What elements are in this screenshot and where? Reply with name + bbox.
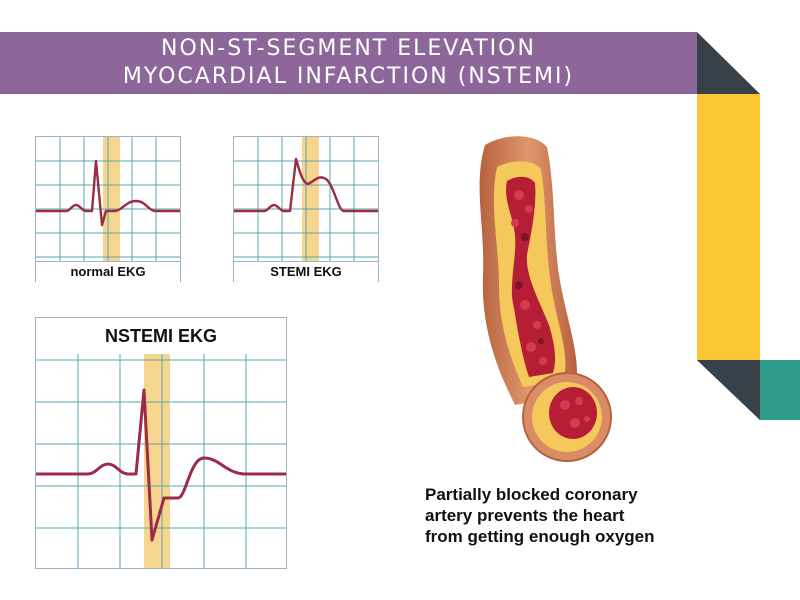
caption-line-2: artery prevents the heart [425,506,625,525]
blood-cells [511,190,547,365]
artery-caption: Partially blocked coronary artery preven… [425,484,755,547]
blood-cells-dark [515,233,544,344]
caption-line-1: Partially blocked coronary [425,485,638,504]
normal-ekg-panel: normal EKG [35,136,181,282]
artery-blood-lumen [506,176,556,377]
ribbon-dark-top [697,32,760,108]
artery-cross-section-lumen [549,387,597,439]
title-banner [0,32,697,94]
caption-line-3: from getting enough oxygen [425,527,655,546]
stemi-ekg-chart [234,137,378,281]
stemi-grid [234,137,378,281]
nstemi-ekg-chart [36,318,286,568]
ribbon-dark-bottom-fold [697,360,760,420]
stemi-ekg-panel: STEMI EKG [233,136,379,282]
normal-ekg-label: normal EKG [36,261,180,282]
stemi-ekg-trace [234,157,378,213]
ribbon-dark-bottom [697,360,800,420]
nstemi-grid [36,318,286,568]
partially-blocked-artery-illustration [479,136,612,462]
nstemi-ekg-trace [36,388,286,542]
title-line-1: NON-ST-SEGMENT ELEVATION [161,36,536,61]
nstemi-label-backdrop [36,318,286,354]
normal-ekg-chart [36,137,180,281]
normal-grid [36,137,180,281]
nstemi-ekg-panel: NSTEMI EKG [35,317,287,569]
title-line-2: MYOCARDIAL INFARCTION (NSTEMI) [122,64,575,89]
ribbon-dark-top-fold [697,94,760,108]
cross-section-blood-cells [560,397,590,428]
normal-ekg-trace [36,159,180,227]
ribbon-teal [760,360,800,420]
nstemi-ekg-label: NSTEMI EKG [104,326,217,346]
ribbon-yellow [697,94,760,360]
stemi-ekg-label: STEMI EKG [234,261,378,282]
